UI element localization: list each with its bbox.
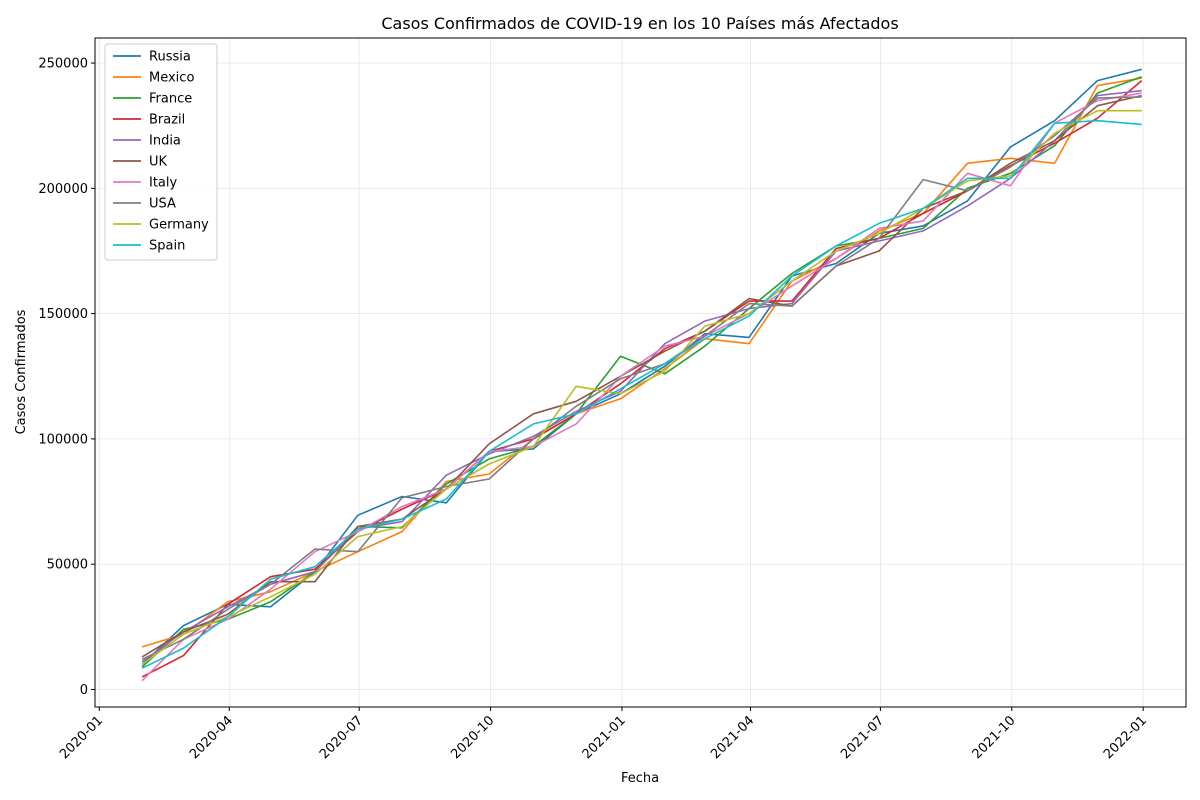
series-line-spain <box>141 119 1142 669</box>
series-layer <box>141 68 1143 682</box>
series-line-germany <box>141 109 1142 666</box>
y-axis-title: Casos Confirmados <box>14 309 29 434</box>
series-line-italy <box>141 92 1142 682</box>
y-tick-label: 150000 <box>38 307 88 322</box>
legend-label: Italy <box>149 176 178 191</box>
legend-label: France <box>149 92 192 107</box>
y-tick-label: 100000 <box>38 432 88 447</box>
legend-label: Mexico <box>149 71 194 86</box>
legend-label: Russia <box>149 50 191 65</box>
y-axis: 0 50000 100000 150000 200000 250000 <box>38 57 95 698</box>
legend-label: Germany <box>149 218 209 233</box>
x-axis-title: Fecha <box>621 771 659 786</box>
grid-lines <box>95 38 1186 707</box>
y-tick-label: 200000 <box>38 182 88 197</box>
legend-label: Brazil <box>149 113 185 128</box>
legend-label: USA <box>149 197 176 212</box>
chart-title: Casos Confirmados de COVID-19 en los 10 … <box>381 14 898 33</box>
legend: Russia Mexico France Brazil India UK Italy USA G… <box>104 43 218 261</box>
series-line-mexico <box>141 77 1142 648</box>
legend-label: UK <box>149 155 168 170</box>
legend-label: Spain <box>149 239 185 254</box>
y-tick-label: 50000 <box>47 558 88 573</box>
y-tick-label: 0 <box>80 683 88 698</box>
series-line-usa <box>141 96 1142 661</box>
series-line-india <box>141 89 1142 663</box>
plot-frame <box>94 37 1187 708</box>
legend-label: India <box>149 134 181 149</box>
y-tick-label: 250000 <box>38 57 88 72</box>
